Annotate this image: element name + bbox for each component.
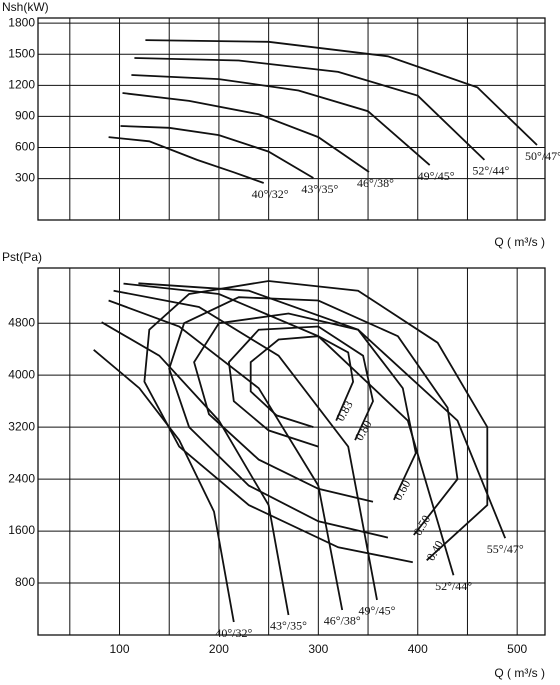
efficiency-contour	[249, 335, 355, 428]
y-axis-label: Nsh(kW)	[2, 0, 49, 14]
curve	[113, 289, 378, 601]
y-tick-label: 300	[15, 171, 35, 185]
curve-label: 46°/38°	[324, 614, 361, 628]
x-axis-label: Q ( m³/s )	[494, 235, 545, 249]
x-tick-label: 300	[308, 642, 328, 656]
curve-label: 40°/32°	[252, 187, 289, 201]
curve	[122, 92, 370, 173]
x-tick-label: 400	[408, 642, 428, 656]
curve	[108, 299, 344, 611]
x-tick-label: 500	[507, 642, 527, 656]
curve	[120, 125, 314, 179]
x-tick-label: 200	[209, 642, 229, 656]
y-axis-label: Pst(Pa)	[2, 250, 42, 264]
curve-label: 43°/35°	[301, 182, 338, 196]
curve	[101, 321, 290, 616]
curve-label: 52°/44°	[435, 579, 472, 593]
curve-label: 43°/35°	[270, 619, 307, 633]
y-tick-label: 1800	[8, 15, 35, 29]
plot-frame	[37, 17, 546, 221]
y-tick-label: 600	[15, 140, 35, 154]
curve-label: 52°/44°	[472, 164, 509, 178]
y-tick-label: 2400	[8, 471, 35, 485]
curve-label: 55°/47°	[487, 542, 524, 556]
y-tick-label: 3200	[8, 419, 35, 433]
plot-frame	[37, 267, 546, 636]
y-tick-label: 1200	[8, 78, 35, 92]
curve-label: 49°/45°	[418, 169, 455, 183]
x-tick-label: 100	[110, 642, 130, 656]
curve	[134, 57, 486, 161]
y-tick-label: 800	[15, 575, 35, 589]
curve-label: 46°/38°	[357, 176, 394, 190]
curve-label: 49°/45°	[359, 604, 396, 618]
efficiency-contour	[168, 296, 459, 539]
x-axis-label: Q ( m³/s )	[494, 666, 545, 680]
y-tick-label: 1500	[8, 46, 35, 60]
curve	[108, 136, 265, 184]
curve-label: 40°/32°	[215, 626, 252, 640]
efficiency-contour	[227, 325, 374, 448]
y-tick-label: 1600	[8, 523, 35, 537]
efficiency-contour	[193, 312, 417, 503]
curve-label: 50°/47°	[525, 149, 560, 163]
curve	[131, 74, 431, 166]
curve	[145, 39, 538, 146]
y-tick-label: 4800	[8, 315, 35, 329]
curve	[93, 349, 235, 623]
y-tick-label: 900	[15, 109, 35, 123]
efficiency-contour	[143, 280, 489, 564]
y-tick-label: 4000	[8, 367, 35, 381]
